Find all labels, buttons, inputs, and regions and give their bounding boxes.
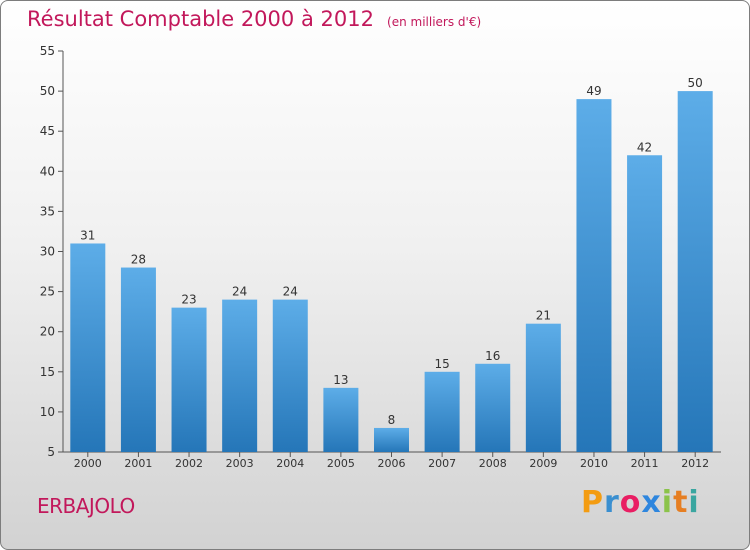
y-tick-label: 25 bbox=[40, 285, 55, 299]
x-tick-label: 2003 bbox=[226, 457, 254, 470]
logo-letter: o bbox=[619, 485, 642, 520]
bar bbox=[323, 387, 359, 452]
bar bbox=[576, 99, 612, 453]
bar bbox=[120, 267, 156, 452]
chart-title: Résultat Comptable 2000 à 2012 bbox=[27, 7, 374, 31]
bar bbox=[677, 91, 713, 452]
bar bbox=[272, 299, 308, 452]
location-name: ERBAJOLO bbox=[37, 494, 135, 518]
y-tick-label: 15 bbox=[40, 365, 55, 379]
x-tick-label: 2006 bbox=[378, 457, 406, 470]
bar bbox=[70, 243, 106, 452]
data-label: 8 bbox=[388, 413, 396, 427]
x-tick-label: 2008 bbox=[479, 457, 507, 470]
x-tick-label: 2009 bbox=[529, 457, 557, 470]
logo-letter: x bbox=[641, 485, 662, 520]
x-tick-label: 2012 bbox=[681, 457, 709, 470]
logo-letter: t bbox=[673, 485, 689, 520]
y-tick-label: 55 bbox=[40, 44, 55, 58]
x-tick-label: 2005 bbox=[327, 457, 355, 470]
bar bbox=[424, 371, 460, 452]
x-tick-label: 2011 bbox=[631, 457, 659, 470]
x-tick-label: 2007 bbox=[428, 457, 456, 470]
data-label: 49 bbox=[586, 84, 601, 98]
logo-letter: i bbox=[688, 485, 700, 520]
y-tick-label: 35 bbox=[40, 204, 55, 218]
data-label: 21 bbox=[536, 309, 551, 323]
data-label: 13 bbox=[333, 373, 348, 387]
data-label: 15 bbox=[434, 357, 449, 371]
bar bbox=[627, 155, 663, 452]
chart-subtitle: (en milliers d'€) bbox=[387, 15, 482, 29]
proxiti-logo: Proxiti bbox=[581, 485, 700, 520]
bar bbox=[222, 299, 258, 452]
bar bbox=[171, 307, 207, 452]
y-tick-label: 50 bbox=[40, 84, 55, 98]
logo-letter: i bbox=[661, 485, 674, 520]
data-label: 31 bbox=[80, 228, 95, 242]
data-label: 24 bbox=[283, 285, 298, 299]
x-tick-label: 2002 bbox=[175, 457, 203, 470]
y-tick-label: 45 bbox=[40, 124, 55, 138]
logo-letter: P bbox=[581, 485, 604, 520]
data-label: 50 bbox=[688, 76, 703, 90]
chart-title-row: Résultat Comptable 2000 à 2012 (en milli… bbox=[27, 7, 481, 31]
data-label: 23 bbox=[181, 293, 196, 307]
logo-letter: r bbox=[604, 485, 620, 520]
data-label: 42 bbox=[637, 140, 652, 154]
y-tick-label: 40 bbox=[40, 164, 55, 178]
y-tick-label: 20 bbox=[40, 325, 55, 339]
x-tick-label: 2000 bbox=[74, 457, 102, 470]
bar bbox=[525, 323, 561, 452]
data-label: 24 bbox=[232, 285, 247, 299]
bar bbox=[475, 363, 511, 452]
y-tick-label: 10 bbox=[40, 405, 55, 419]
data-label: 28 bbox=[131, 253, 146, 267]
data-label: 16 bbox=[485, 349, 500, 363]
x-tick-label: 2001 bbox=[124, 457, 152, 470]
bar bbox=[374, 427, 409, 452]
x-tick-label: 2004 bbox=[276, 457, 304, 470]
y-tick-label: 30 bbox=[40, 245, 55, 259]
x-tick-label: 2010 bbox=[580, 457, 608, 470]
y-tick-label: 5 bbox=[47, 445, 55, 459]
